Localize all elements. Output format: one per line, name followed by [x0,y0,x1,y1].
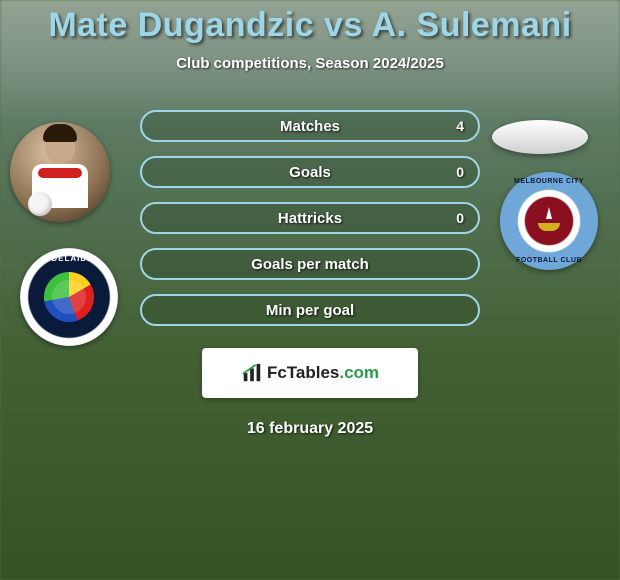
stat-row: Goals per match [140,248,480,280]
brand-name: FcTables [267,363,339,382]
stat-label: Min per goal [266,302,354,319]
subtitle: Club competitions, Season 2024/2025 [0,55,620,72]
stat-row: Goals 0 [140,156,480,188]
stat-row: Matches 4 [140,110,480,142]
brand-domain: .com [339,363,379,382]
club-badge-right: MELBOURNE CITY FOOTBALL CLUB [500,172,598,270]
stat-label: Goals [289,164,331,181]
stat-label: Matches [280,118,340,135]
club-badge-left-label: ADELAIDE [45,254,94,263]
club-badge-left: ADELAIDE [20,248,118,346]
stat-value-right: 0 [456,164,464,180]
chart-icon [241,362,263,384]
brand-box[interactable]: FcTables.com [202,348,418,398]
club-badge-right-label-top: MELBOURNE CITY [514,178,584,185]
player-photo-right [492,120,588,154]
brand-text: FcTables.com [267,363,379,383]
player-photo-left [10,122,110,222]
page-title: Mate Dugandzic vs A. Sulemani [0,6,620,45]
stat-label: Hattricks [278,210,342,227]
stat-label: Goals per match [251,256,369,273]
stat-row: Min per goal [140,294,480,326]
date: 16 february 2025 [0,420,620,438]
club-badge-right-label-bot: FOOTBALL CLUB [516,257,582,264]
stat-value-right: 4 [456,118,464,134]
stat-value-right: 0 [456,210,464,226]
stat-row: Hattricks 0 [140,202,480,234]
